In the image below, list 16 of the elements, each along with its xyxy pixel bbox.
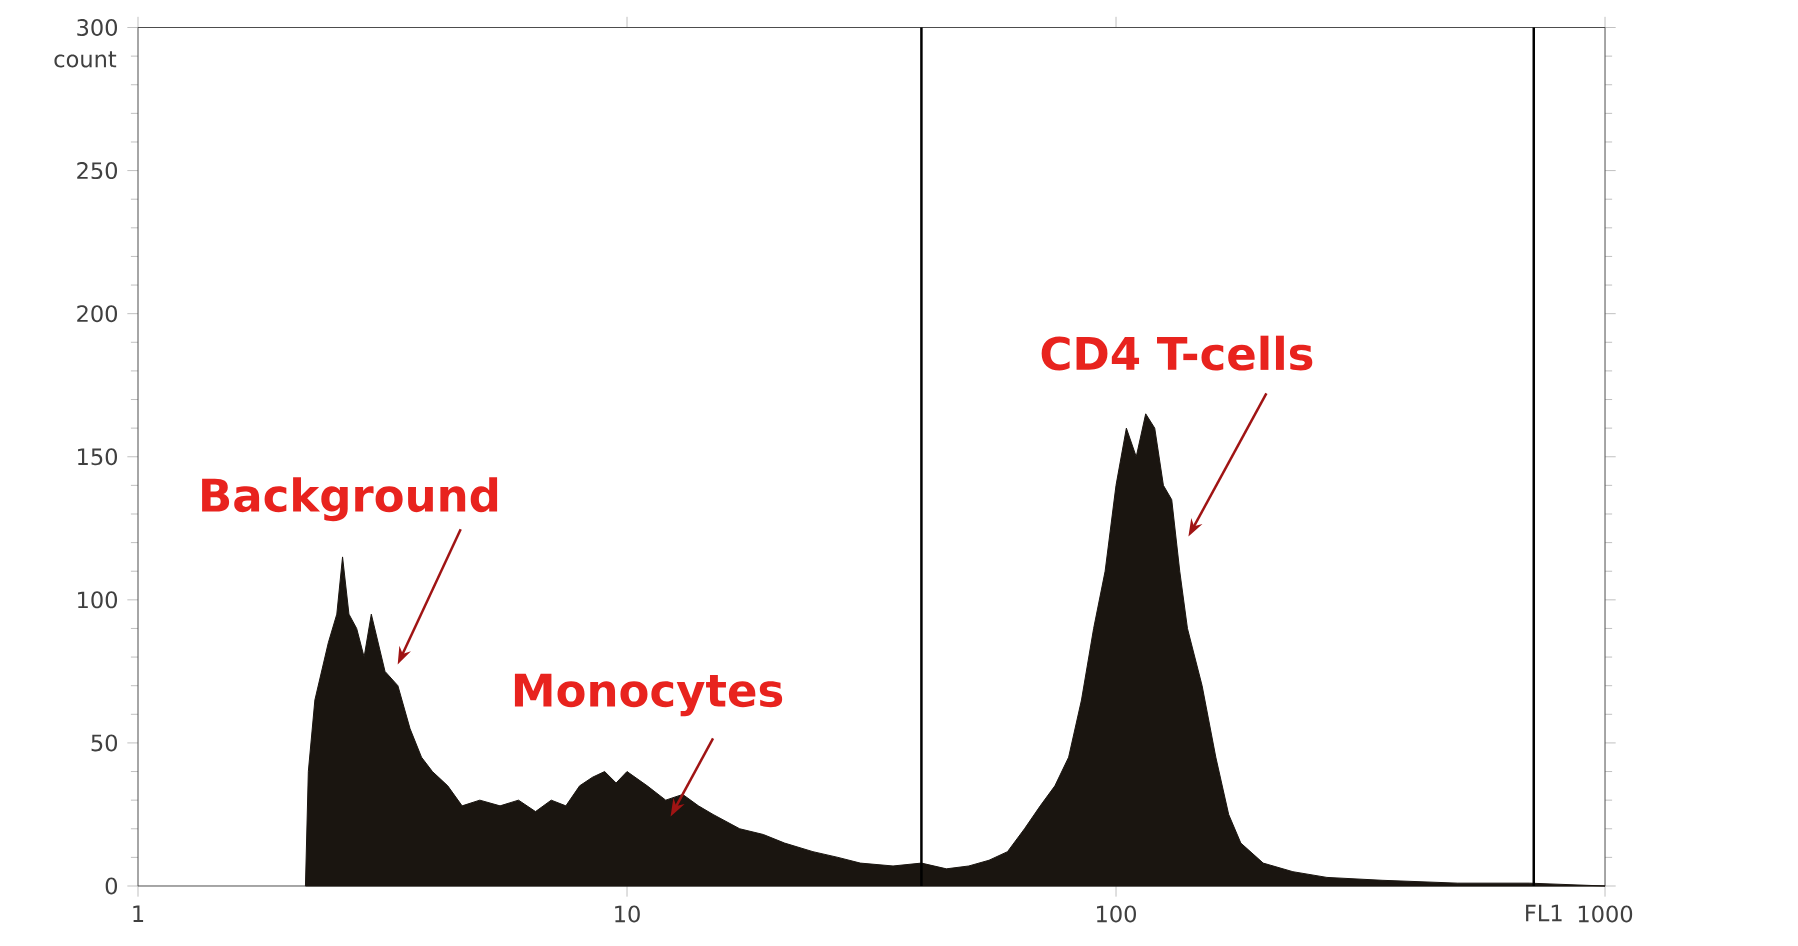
y-tick-label: 300 <box>77 19 118 37</box>
y-tick-label: 200 <box>77 305 118 323</box>
annotation: Background <box>202 477 498 522</box>
x-tick-label: 100 <box>1097 905 1136 923</box>
annotation: Monocytes <box>514 673 783 717</box>
annotation: CD4 T-cells <box>1041 335 1313 371</box>
x-axis-title: FL1 <box>1526 904 1562 922</box>
y-tick-label: 50 <box>91 734 118 752</box>
y-axis-title: count <box>54 51 117 68</box>
y-tick-label: 250 <box>77 162 118 180</box>
y-tick-label: 100 <box>78 591 118 609</box>
y-tick-label: 150 <box>78 448 118 466</box>
y-tick-label: 0 <box>105 877 118 895</box>
x-tick-label: 10 <box>615 905 640 923</box>
x-tick-label: 1 <box>133 905 144 922</box>
x-tick-label: 1000 <box>1578 905 1633 923</box>
